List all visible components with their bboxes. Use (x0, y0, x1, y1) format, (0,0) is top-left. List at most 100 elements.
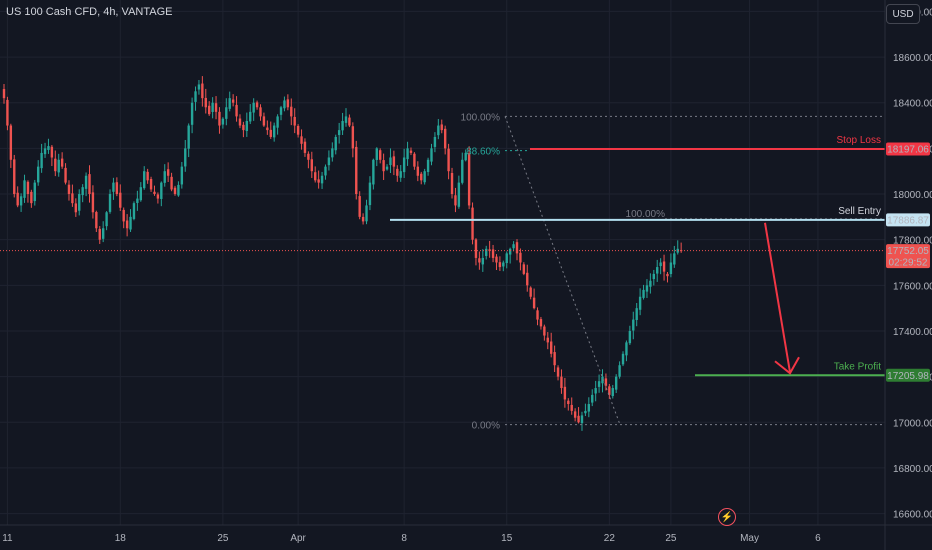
candle-body (33, 182, 36, 202)
candle-body (78, 194, 81, 211)
y-tick-label: 17600.00 (893, 281, 932, 292)
candle-body (348, 117, 351, 126)
stop-loss-label: Stop Loss (837, 135, 881, 146)
candle-body (283, 100, 286, 109)
candle-body (474, 239, 478, 258)
x-axis-bg (0, 525, 885, 550)
candle-body (621, 353, 625, 365)
candle-body (628, 330, 632, 344)
candle-body (440, 124, 443, 131)
candle-body (645, 285, 649, 292)
x-tick-label: 25 (217, 533, 229, 544)
candle-body (218, 111, 221, 126)
candle-body (498, 262, 502, 268)
candle-body (508, 248, 512, 255)
candle-body (327, 157, 331, 166)
candle-body (303, 141, 307, 153)
candle-body (642, 289, 645, 298)
candle-body (457, 182, 461, 207)
x-tick-label: May (740, 533, 759, 544)
symbol-title: US 100 Cash CFD, 4h, VANTAGE (6, 6, 173, 18)
candle-body (546, 337, 549, 343)
candle-body (115, 182, 119, 195)
candle-body (389, 157, 392, 166)
candle-body (40, 152, 43, 169)
y-tick-label: 18000.00 (893, 190, 932, 201)
candle-body (505, 253, 508, 264)
candle-body (84, 175, 88, 189)
candle-body (597, 381, 601, 387)
candle-body (337, 130, 341, 136)
sell-entry-price-tag: 17886.87 (887, 215, 929, 226)
candle-body (413, 153, 416, 167)
candle-body (255, 102, 259, 108)
candle-body (614, 376, 618, 390)
candle-body (194, 91, 197, 102)
candle-body (235, 104, 238, 117)
candle-body (88, 174, 91, 195)
candle-body (491, 249, 495, 258)
candle-body (676, 248, 679, 253)
candle-body (669, 262, 673, 275)
candle-body (515, 242, 519, 254)
candle-body (416, 166, 420, 176)
candle-body (519, 252, 522, 263)
candle-body (225, 107, 228, 119)
candle-body (81, 187, 84, 196)
candle-body (67, 184, 71, 195)
candle-body (231, 99, 235, 103)
candle-body (98, 228, 101, 240)
candle-body (47, 146, 50, 150)
candle-body (266, 127, 269, 131)
candle-body (286, 99, 290, 108)
candle-body (132, 203, 136, 219)
candle-body (461, 159, 464, 183)
candle-body (119, 192, 122, 208)
candle-body (19, 196, 23, 206)
candle-body (372, 159, 375, 185)
candle-body (108, 194, 112, 212)
candle-body (420, 173, 423, 181)
flash-icon[interactable]: ⚡ (718, 508, 736, 526)
candle-body (293, 116, 296, 126)
x-tick-label: 11 (2, 533, 13, 544)
candle-body (584, 410, 587, 414)
candle-body (649, 280, 652, 287)
candle-body (625, 342, 628, 356)
x-tick-label: 8 (401, 533, 407, 544)
candle-body (536, 310, 539, 320)
candle-body (591, 394, 594, 403)
candle-body (143, 171, 146, 189)
candle-body (382, 160, 385, 172)
candle-body (173, 187, 177, 195)
candle-body (314, 172, 317, 181)
candle-body (122, 209, 125, 222)
candle-body (402, 157, 406, 173)
candle-body (166, 169, 170, 176)
candle-body (522, 264, 526, 274)
candle-body (101, 228, 105, 239)
candle-body (177, 184, 180, 196)
candle-body (262, 116, 266, 126)
candle-body (204, 97, 207, 108)
candle-body (481, 257, 484, 265)
candle-body (334, 136, 337, 151)
currency-button[interactable]: USD (886, 4, 920, 24)
candle-body (331, 148, 334, 158)
candle-body (656, 267, 659, 274)
candle-body (485, 248, 488, 256)
candle-body (74, 203, 78, 213)
candle-body (478, 258, 481, 263)
candle-body (608, 386, 611, 395)
candle-body (245, 120, 249, 131)
candle-body (317, 179, 320, 183)
fib-100-label: 100.00% (461, 112, 501, 123)
candle-body (437, 125, 440, 136)
candle-body (54, 158, 57, 172)
candle-body (601, 376, 604, 384)
candle-body (125, 220, 129, 229)
candle-body (594, 388, 597, 394)
candle-body (163, 171, 166, 183)
candle-body (2, 89, 6, 99)
